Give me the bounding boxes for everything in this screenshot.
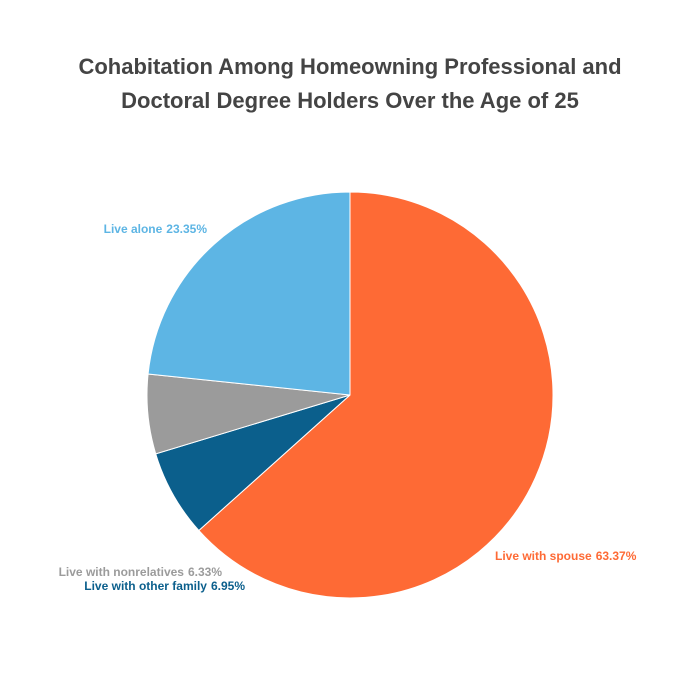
slice-label: Live with spouse 63.37% (495, 549, 637, 563)
title-box: Cohabitation Among Homeowning Profession… (78, 54, 622, 113)
slice-value: 63.37% (596, 549, 637, 563)
pie-slice (198, 191, 554, 599)
slice-label: Live with nonrelatives 6.33% (59, 565, 223, 579)
pie-slice (147, 191, 351, 396)
slice-label: Live alone 23.35% (104, 222, 208, 236)
slice-name: Live with nonrelatives (59, 565, 185, 579)
slice-value: 6.95% (211, 579, 245, 593)
slice-name: Live with spouse (495, 549, 592, 563)
slice-value: 6.33% (188, 565, 222, 579)
slice-label: Live with other family 6.95% (84, 579, 245, 593)
slice-name: Live alone (104, 222, 163, 236)
slice-value: 23.35% (166, 222, 207, 236)
chart-title: Cohabitation Among Homeowning Profession… (78, 54, 622, 113)
slice-name: Live with other family (84, 579, 207, 593)
